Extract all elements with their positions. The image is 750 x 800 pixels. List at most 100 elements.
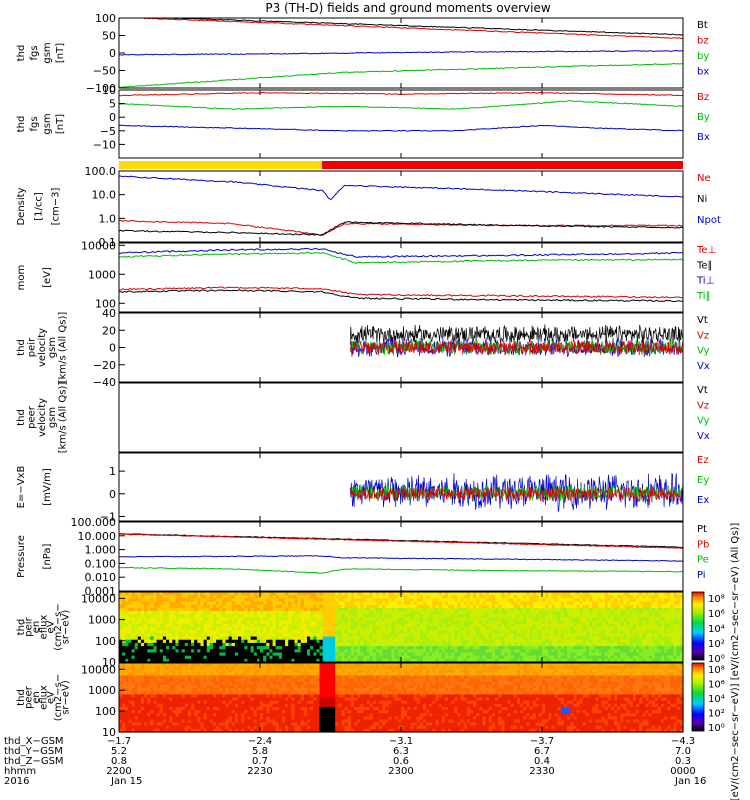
heatmap-cell [670, 620, 675, 625]
heatmap-cell [125, 630, 129, 634]
heatmap-cell [363, 620, 368, 625]
heatmap-cell [222, 642, 227, 647]
heatmap-cell [404, 595, 408, 599]
heatmap-cell [623, 611, 628, 615]
heatmap-cell [150, 601, 155, 606]
heatmap-cell [332, 617, 336, 622]
heatmap-cell [673, 617, 678, 622]
heatmap-cell [316, 617, 321, 622]
heatmap-cell [291, 646, 296, 650]
heatmap-cell [140, 713, 145, 717]
heatmap-cell [266, 623, 270, 628]
heatmap-cell [244, 630, 249, 634]
heatmap-cell [498, 595, 502, 599]
heatmap-cell [466, 646, 471, 650]
heatmap-cell [172, 672, 176, 677]
heatmap-cell [206, 722, 211, 727]
heatmap-cell [479, 623, 484, 628]
heatmap-cell [200, 710, 205, 714]
y-tick-label: 100 [95, 12, 116, 25]
heatmap-cell [156, 678, 161, 683]
heatmap-cell [156, 652, 161, 657]
heatmap-cell [156, 627, 161, 631]
heatmap-cell [379, 627, 383, 631]
heatmap-cell [187, 716, 192, 721]
heatmap-cell [181, 595, 186, 599]
heatmap-cell [294, 617, 299, 622]
heatmap-cell [466, 639, 471, 644]
heatmap-cell [466, 617, 471, 622]
heatmap-cell [250, 601, 255, 606]
y-axis-label: thd [16, 409, 27, 426]
heatmap-cell [579, 627, 584, 631]
heatmap-cell [673, 649, 678, 654]
heatmap-cell [216, 719, 220, 724]
heatmap-cell [463, 595, 468, 599]
heatmap-cell [416, 630, 421, 634]
heatmap-cell [601, 627, 606, 631]
heatmap-cell [350, 652, 355, 657]
heatmap-cell [325, 623, 330, 628]
heatmap-cell [498, 601, 502, 606]
heatmap-cell [661, 598, 665, 603]
heatmap-cell [147, 691, 151, 695]
heatmap-cell [131, 592, 136, 596]
heatmap-cell [313, 611, 317, 615]
heatmap-cell [175, 633, 180, 638]
heatmap-cell [197, 592, 202, 596]
heatmap-cell [250, 614, 255, 619]
heatmap-cell [360, 614, 364, 619]
heatmap-cell [495, 617, 499, 622]
heatmap-cell [228, 652, 233, 657]
heatmap-cell [639, 649, 643, 654]
heatmap-cell [134, 688, 139, 692]
heatmap-cell [206, 595, 211, 599]
y-axis-label: [nPa] [42, 543, 53, 569]
heatmap-cell [567, 655, 571, 660]
heatmap-cell [360, 604, 364, 609]
heatmap-cell [269, 633, 274, 638]
heatmap-cell [338, 611, 343, 615]
y-axis-label: Pressure [16, 535, 27, 578]
heatmap-cell [413, 592, 418, 596]
heatmap-cell [507, 617, 512, 622]
heatmap-cell [391, 646, 396, 650]
heatmap-cell [563, 607, 568, 612]
heatmap-cell [513, 655, 518, 660]
heatmap-cell [341, 614, 346, 619]
heatmap-cell [175, 658, 180, 663]
legend-by: by [697, 51, 709, 62]
heatmap-cell [567, 642, 571, 647]
heatmap-cell [466, 601, 471, 606]
heatmap-cell [614, 601, 618, 606]
heatmap-cell [288, 617, 292, 622]
heatmap-cell [676, 652, 681, 657]
heatmap-cell [140, 719, 145, 724]
heatmap-cell [137, 728, 142, 733]
heatmap-cell [272, 646, 277, 650]
heatmap-cell [222, 722, 227, 727]
heatmap-cell [319, 646, 324, 650]
heatmap-cell [150, 672, 155, 677]
heatmap-cell [360, 652, 364, 657]
heatmap-cell [460, 649, 465, 654]
heatmap-cell [316, 652, 321, 657]
heatmap-cell [582, 611, 587, 615]
heatmap-cell [140, 722, 145, 727]
heatmap-cell [407, 611, 411, 615]
heatmap-cell [172, 617, 176, 622]
heatmap-cell [319, 604, 324, 609]
heatmap-cell [563, 658, 568, 663]
heatmap-cell [651, 611, 656, 615]
heatmap-cell [216, 598, 220, 603]
heatmap-cell [194, 669, 198, 674]
heatmap-cell [526, 607, 531, 612]
heatmap-cell [548, 607, 552, 612]
heatmap-cell [225, 713, 230, 717]
heatmap-cell [601, 649, 606, 654]
heatmap-cell [256, 614, 261, 619]
heatmap-cell [347, 633, 352, 638]
heatmap-cell [642, 595, 646, 599]
heatmap-cell [294, 620, 299, 625]
heatmap-cell [526, 633, 531, 638]
